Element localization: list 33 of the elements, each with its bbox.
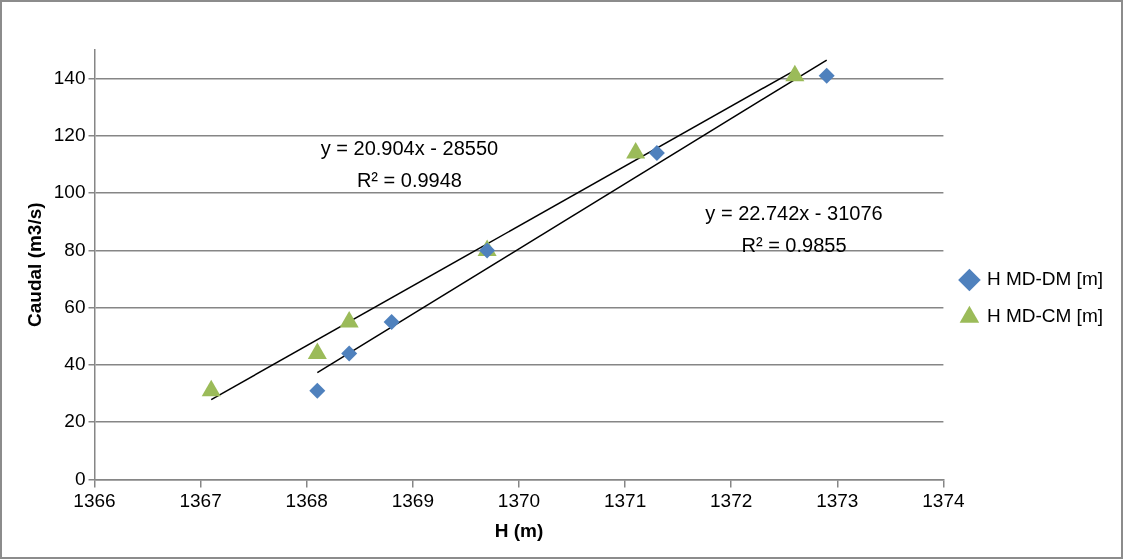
x-tick-label: 1374: [922, 490, 965, 512]
point: [818, 67, 835, 84]
y-tick-label: 100: [53, 181, 86, 203]
point: [648, 145, 665, 162]
point: [785, 64, 805, 82]
x-tick-label: 1370: [497, 490, 541, 512]
x-tick-label: 1373: [816, 490, 859, 512]
annotation: y = 22.742x - 31076 R² = 0.9855: [705, 201, 883, 256]
x-tick-label: 1368: [285, 490, 328, 512]
x-tick-label: 1369: [391, 490, 434, 512]
y-tick-label: 40: [64, 353, 86, 375]
y-tick-label: 60: [64, 295, 86, 317]
x-tick-label: 1372: [710, 490, 753, 512]
y-tick-label: 0: [74, 467, 86, 489]
legend-label: H MD-CM [m]: [986, 305, 1104, 327]
x-tick-label: 1367: [179, 490, 222, 512]
annotation: y = 20.904x - 28550 R² = 0.9948: [320, 137, 499, 192]
point: [339, 310, 359, 328]
x-tick-label: 1366: [73, 490, 116, 512]
y-tick-label: 20: [64, 410, 86, 432]
x-axis-title: H (m): [494, 519, 544, 541]
point: [307, 342, 327, 359]
y-tick-label: 120: [53, 124, 86, 146]
point: [201, 379, 221, 397]
x-tick-label: 1371: [603, 490, 647, 512]
y-axis-title: Caudal (m3/s): [23, 202, 45, 327]
y-tick-label: 80: [64, 238, 86, 260]
point: [383, 313, 400, 330]
point: [309, 382, 326, 399]
legend-label: H MD-DM [m]: [986, 268, 1104, 290]
point: [341, 345, 358, 362]
y-tick-label: 140: [53, 66, 86, 88]
point: [626, 142, 646, 159]
